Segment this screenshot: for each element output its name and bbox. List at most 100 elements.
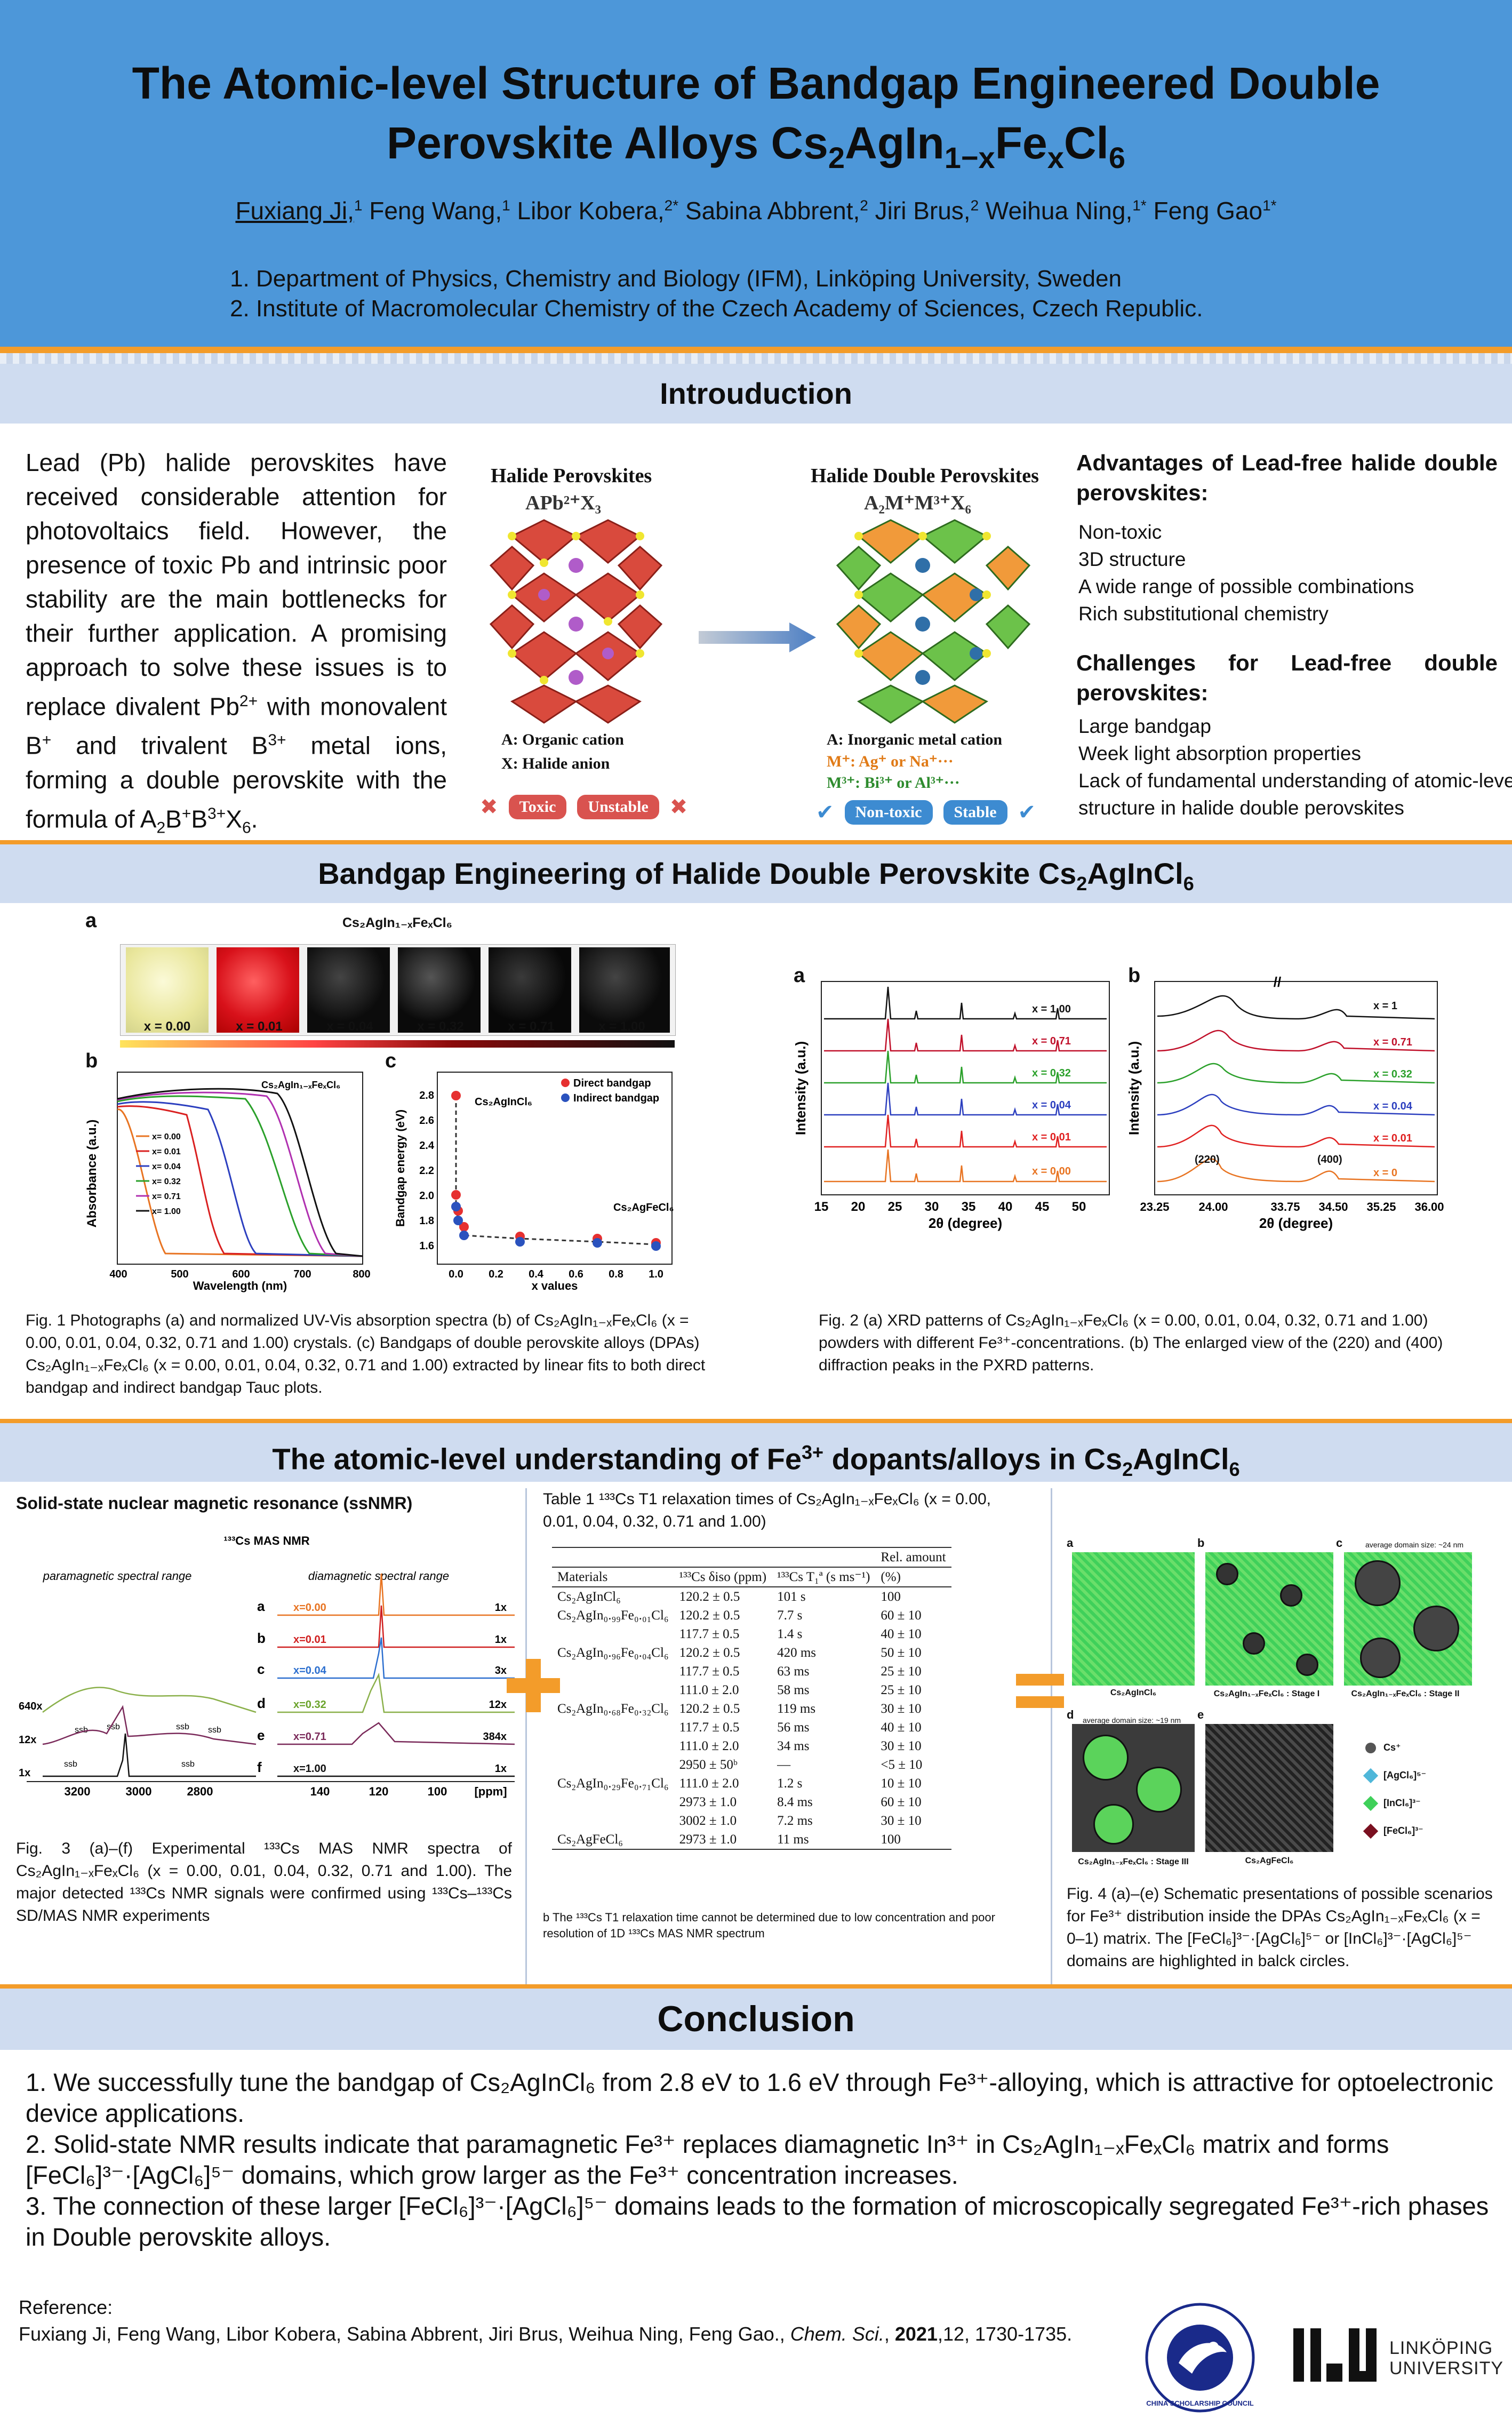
double-perovskite-structure: [836, 519, 1031, 724]
intro-sup: 3+: [207, 804, 226, 823]
tile-label: Cs₂AgFeCl₆: [1245, 1856, 1294, 1865]
panel-label-b: b: [1128, 964, 1141, 987]
perovskite-comparison-figure: Halide Perovskites APb²⁺X₃ A: Organic ca…: [464, 445, 1067, 835]
table-cell: 120.2 ± 0.5: [679, 1702, 740, 1716]
table-cell: 117.7 ± 0.5: [679, 1720, 740, 1735]
nmr-row-label: x=1.00: [293, 1763, 326, 1775]
heading-text: The atomic-level understanding of Fe: [272, 1442, 802, 1476]
author-affil: 2: [860, 197, 868, 214]
cs-ion-icon: [1365, 1743, 1376, 1754]
tick-label: 25: [888, 1200, 902, 1214]
xrd-series-label: x = 1: [1373, 1000, 1397, 1012]
table-header: Materials: [552, 1567, 674, 1587]
wavelength-axis-label: Wavelength (nm): [193, 1279, 287, 1292]
tick-label: 140: [310, 1785, 330, 1798]
table-cell: —: [777, 1758, 791, 1772]
xrd-enlarged-chart: Intensity (a.u.) 2θ (degree) // 23.25 24…: [1126, 974, 1444, 1231]
spectrum-x0.01: [117, 1105, 363, 1257]
table-row: 2973 ± 1.0 8.4 ms 60 ± 10: [552, 1793, 951, 1811]
table-row: 117.7 ± 0.5 56 ms 40 ± 10: [552, 1718, 951, 1737]
table-cell: Cs₂AgInCl₆: [557, 1590, 621, 1604]
lattice-tile-e: [1205, 1724, 1333, 1852]
bandgap-heading: Bandgap Engineering of Halide Double Per…: [0, 844, 1512, 903]
tick-label: 600: [232, 1268, 250, 1280]
legend-indirect: Indirect bandgap: [573, 1092, 659, 1104]
table-header: Rel. amount: [875, 1547, 951, 1568]
panel-label-a: a: [794, 964, 805, 987]
table-cell: 420 ms: [777, 1646, 817, 1660]
divider-bar: [0, 1419, 1512, 1423]
panel-label: e: [1197, 1708, 1204, 1721]
fig3-caption: Fig. 3 (a)–(f) Experimental ¹³³Cs MAS NM…: [16, 1840, 512, 1925]
advantages-heading: Advantages of Lead-free halide double pe…: [1076, 450, 1498, 505]
advantage-item: Non-toxic: [1078, 521, 1162, 543]
xrd-line-x0.01: [824, 1114, 1107, 1148]
table-cell: 30 ± 10: [881, 1702, 922, 1716]
panel-label-a: a: [85, 909, 97, 932]
table-cell: 7.7 s: [777, 1608, 803, 1623]
heading-sub: 2: [1076, 873, 1087, 895]
xrd-series-label: x = 0.00: [1032, 1165, 1071, 1177]
table-cell: 60 ± 10: [881, 1608, 922, 1623]
photo-title: Cs₂AgIn₁₋ₓFeₓCl₆: [342, 915, 452, 930]
heading-sub: 6: [1183, 873, 1194, 895]
xrd-line-x0.04: [824, 1082, 1107, 1116]
axis-break-mark: //: [1274, 974, 1281, 990]
heading-sub: 6: [1229, 1458, 1240, 1480]
legend-entry: x= 0.00: [152, 1132, 181, 1141]
csc-logo-text: CHINA SCHOLARSHIP COUNCIL: [1146, 2399, 1254, 2407]
data-point: [451, 1091, 461, 1100]
intro-sub: 6: [242, 819, 251, 837]
nmr-row-letter: f: [257, 1759, 262, 1775]
tick-label: 23.25: [1140, 1200, 1169, 1214]
xrd-peak-x0.04: [1157, 1093, 1435, 1116]
challenges-list: Large bandgap Week light absorption prop…: [1078, 713, 1512, 821]
legend-entry: x= 0.71: [152, 1192, 181, 1201]
table-cell: 2973 ± 1.0: [679, 1795, 737, 1809]
nmr-row-letter: d: [257, 1695, 266, 1711]
halide-perovskite-title: Halide Perovskites: [491, 465, 652, 487]
intro-text: and trivalent B: [51, 731, 268, 760]
crystal-label: x = 0.01: [236, 1019, 283, 1034]
affiliation-1: Department of Physics, Chemistry and Bio…: [256, 264, 1440, 294]
intro-sub: 2: [156, 819, 166, 837]
nmr-row-letter: b: [257, 1630, 266, 1646]
double-perovskite-benefits: ✔ Non-toxic Stable ✔: [816, 800, 1036, 825]
table-cell: 60 ± 10: [881, 1795, 922, 1809]
title-text: Cl: [1063, 118, 1109, 168]
crystal-label: x = 0.71: [508, 1019, 555, 1034]
table-cell: 11 ms: [772, 1830, 876, 1850]
tick-label: 1.6: [419, 1240, 434, 1252]
table-cell: 34 ms: [777, 1739, 810, 1753]
tick-label: 2.8: [419, 1090, 434, 1101]
table-cell: 25 ± 10: [881, 1683, 922, 1697]
lattice-tile-b: [1205, 1552, 1333, 1686]
tick-label: 2.6: [419, 1115, 434, 1127]
xrd-series-label: x = 1.00: [1032, 1003, 1071, 1015]
conclusion-item: 3. The connection of these larger [FeCl₆…: [26, 2192, 1489, 2251]
crystal-photo: [217, 947, 299, 1033]
table-cell: 111.0 ± 2.0: [679, 1776, 739, 1791]
check-icon: ✔: [816, 801, 834, 824]
table-header: (%): [875, 1567, 951, 1587]
table-cell: 101 s: [777, 1590, 806, 1604]
conclusion-list: 1. We successfully tune the bandgap of C…: [26, 2067, 1498, 2253]
intro-sup: 3+: [268, 731, 286, 749]
reference-authors: Fuxiang Ji, Feng Wang, Libor Kobera, Sab…: [19, 2323, 790, 2345]
left-multiplier: 1x: [19, 1767, 30, 1779]
xrd-line-x0.71: [824, 1018, 1107, 1052]
organic-cation-label: A: Organic cation: [501, 731, 624, 748]
conclusion-heading: Conclusion: [0, 1989, 1512, 2050]
data-point: [451, 1202, 461, 1211]
tick-label: 0.4: [529, 1268, 544, 1280]
table-cell: 30 ± 10: [881, 1739, 922, 1753]
tick-label: 35.25: [1366, 1200, 1396, 1214]
table-cell: 8.4 ms: [777, 1795, 813, 1809]
table-header: [772, 1547, 876, 1568]
legend-entry: [AgCl₆]⁵⁻: [1383, 1770, 1427, 1781]
title-text: Perovskite Alloys Cs: [386, 118, 828, 168]
heading-text: Bandgap Engineering of Halide Double Per…: [318, 857, 1077, 890]
xrd-peak-x0.71: [1157, 1029, 1435, 1052]
xrd-peak-x1: [1157, 995, 1435, 1020]
nmr-row-label: x=0.32: [293, 1699, 326, 1711]
